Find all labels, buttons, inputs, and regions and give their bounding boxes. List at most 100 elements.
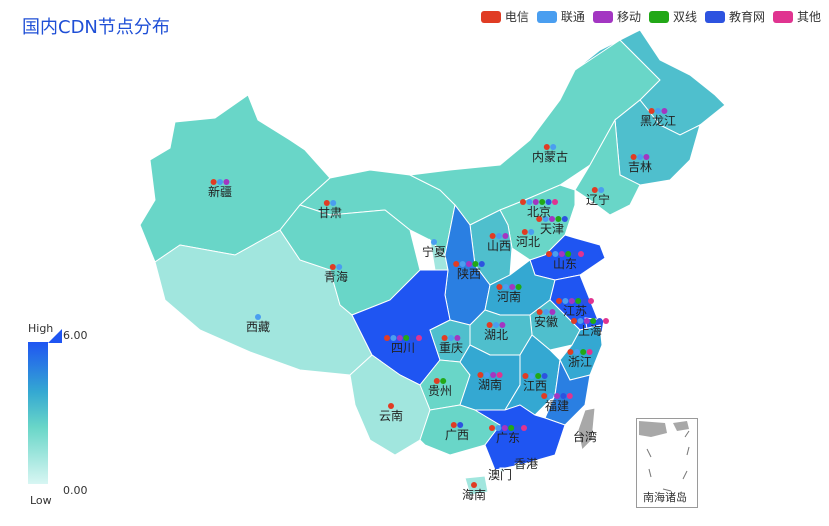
node-dot[interactable] — [440, 378, 447, 384]
node-dot[interactable] — [528, 229, 535, 235]
node-dot[interactable] — [472, 261, 479, 267]
node-dot[interactable] — [499, 322, 506, 328]
node-dot[interactable] — [431, 239, 437, 245]
node-dot[interactable] — [466, 261, 472, 267]
node-dot[interactable] — [648, 108, 655, 114]
node-dot[interactable] — [522, 373, 529, 379]
visual-map-handle[interactable] — [48, 329, 62, 343]
node-dot[interactable] — [586, 349, 593, 355]
node-dot[interactable] — [336, 264, 343, 270]
node-dot[interactable] — [496, 372, 503, 378]
region-32[interactable] — [514, 462, 522, 470]
region-29[interactable] — [473, 404, 566, 471]
node-dot[interactable] — [520, 199, 526, 205]
node-dot[interactable] — [255, 314, 261, 320]
node-dot[interactable] — [441, 335, 448, 341]
node-dot[interactable] — [536, 216, 543, 222]
node-dot[interactable] — [489, 425, 495, 431]
node-dot[interactable] — [223, 179, 230, 185]
node-dot[interactable] — [509, 284, 516, 290]
node-dot[interactable] — [477, 372, 484, 378]
node-dot[interactable] — [543, 309, 549, 315]
node-dot[interactable] — [549, 309, 556, 315]
node-dot[interactable] — [549, 216, 555, 222]
node-dot[interactable] — [567, 349, 574, 355]
node-dot[interactable] — [591, 187, 598, 193]
node-dot[interactable] — [580, 349, 587, 355]
node-dot[interactable] — [630, 154, 637, 160]
node-dot[interactable] — [210, 179, 217, 185]
node-dot[interactable] — [565, 251, 572, 257]
region-31[interactable] — [577, 407, 596, 452]
region-33[interactable] — [499, 467, 505, 473]
node-dot[interactable] — [490, 372, 497, 378]
node-dot[interactable] — [409, 335, 416, 341]
node-dot[interactable] — [575, 298, 582, 304]
node-dot[interactable] — [541, 373, 548, 379]
node-dot[interactable] — [459, 261, 466, 267]
node-dot[interactable] — [577, 318, 584, 324]
node-dot[interactable] — [536, 309, 543, 315]
node-dot[interactable] — [450, 422, 457, 428]
node-dot[interactable] — [560, 393, 567, 399]
node-dot[interactable] — [588, 298, 594, 304]
node-dot[interactable] — [388, 403, 394, 409]
node-dot[interactable] — [396, 335, 403, 341]
node-dot[interactable] — [547, 393, 554, 399]
node-dot[interactable] — [568, 298, 575, 304]
node-dot[interactable] — [508, 425, 515, 431]
node-dot[interactable] — [496, 233, 502, 239]
node-dot[interactable] — [541, 393, 548, 399]
node-dot[interactable] — [501, 425, 508, 431]
node-dot[interactable] — [433, 378, 440, 384]
node-dot[interactable] — [603, 318, 609, 324]
legend-item-3[interactable]: 双线 — [648, 8, 697, 25]
legend-item-0[interactable]: 电信 — [480, 8, 529, 25]
node-dot[interactable] — [514, 425, 521, 431]
node-dot[interactable] — [552, 199, 558, 205]
node-dot[interactable] — [390, 335, 397, 341]
node-dot[interactable] — [521, 425, 527, 431]
node-dot[interactable] — [454, 335, 461, 341]
visual-map-gradient-bar[interactable] — [28, 342, 48, 484]
node-dot[interactable] — [496, 284, 503, 290]
node-dot[interactable] — [329, 264, 336, 270]
node-dot[interactable] — [571, 251, 578, 257]
node-dot[interactable] — [542, 216, 549, 222]
region-7[interactable] — [574, 118, 641, 216]
node-dot[interactable] — [539, 199, 546, 205]
node-dot[interactable] — [581, 298, 588, 304]
region-5[interactable] — [574, 29, 726, 136]
node-dot[interactable] — [486, 322, 493, 328]
node-dot[interactable] — [596, 318, 603, 324]
node-dot[interactable] — [590, 318, 597, 324]
node-dot[interactable] — [543, 144, 550, 150]
node-dot[interactable] — [578, 251, 584, 257]
node-dot[interactable] — [495, 425, 502, 431]
node-dot[interactable] — [528, 373, 535, 379]
node-dot[interactable] — [493, 322, 499, 328]
node-dot[interactable] — [502, 233, 509, 239]
node-dot[interactable] — [643, 154, 650, 160]
node-dot[interactable] — [562, 298, 569, 304]
node-dot[interactable] — [546, 251, 552, 257]
node-dot[interactable] — [561, 216, 568, 222]
node-dot[interactable] — [532, 199, 539, 205]
node-dot[interactable] — [416, 335, 422, 341]
node-dot[interactable] — [545, 199, 552, 205]
node-dot[interactable] — [555, 216, 562, 222]
node-dot[interactable] — [550, 144, 557, 150]
node-dot[interactable] — [515, 284, 522, 290]
node-dot[interactable] — [571, 318, 577, 324]
node-dot[interactable] — [448, 335, 454, 341]
node-dot[interactable] — [323, 200, 330, 206]
node-dot[interactable] — [661, 108, 668, 114]
node-dot[interactable] — [502, 284, 509, 290]
node-dot[interactable] — [457, 422, 464, 428]
legend-item-5[interactable]: 其他 — [772, 8, 821, 25]
node-dot[interactable] — [526, 199, 533, 205]
node-dot[interactable] — [566, 393, 573, 399]
node-dot[interactable] — [598, 187, 605, 193]
node-dot[interactable] — [655, 108, 661, 114]
legend-item-2[interactable]: 移动 — [592, 8, 641, 25]
